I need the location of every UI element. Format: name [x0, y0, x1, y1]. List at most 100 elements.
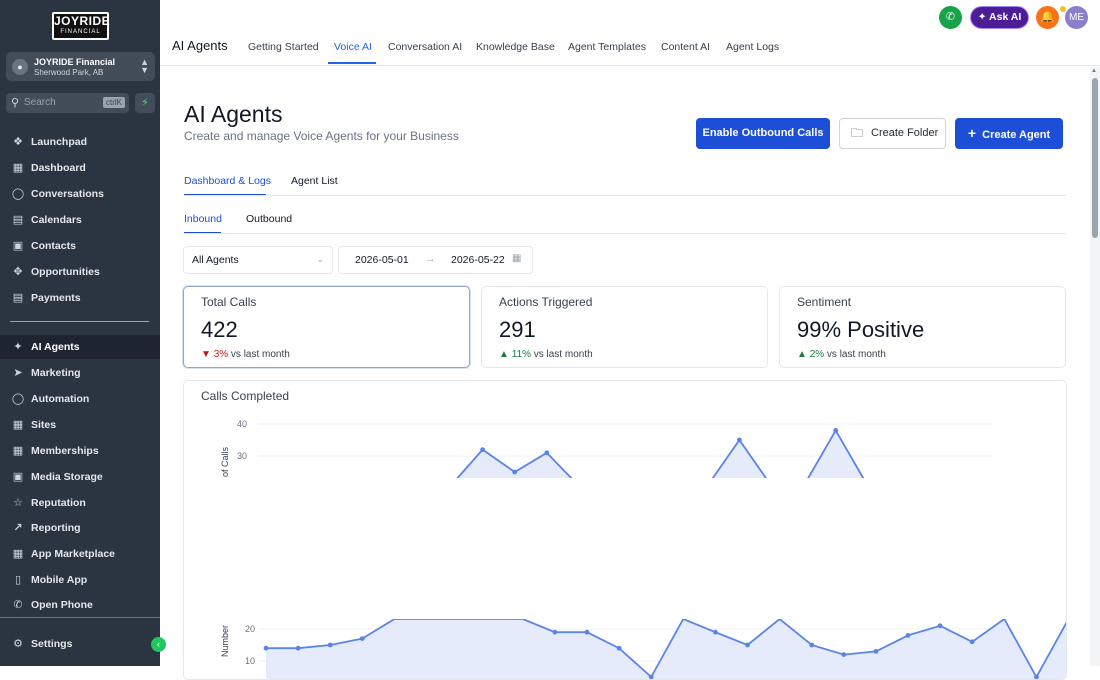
search-input[interactable]: ⚲ Search ctrlK [6, 93, 129, 113]
sidebar-item-ai-agents[interactable]: ✦ AI Agents [0, 335, 160, 359]
y-tick-label: 40 [237, 419, 247, 429]
stat-card-total-calls[interactable]: Total Calls 422 ▼ 3% vs last month [183, 286, 470, 368]
sidebar-item-label: Open Phone [31, 599, 93, 611]
sidebar-item-label: Settings [31, 638, 73, 650]
tab-knowledge-base[interactable]: Knowledge Base [476, 41, 555, 53]
account-location: Sherwood Park, AB [34, 68, 104, 77]
stat-delta-suffix: vs last month [826, 349, 886, 360]
sidebar-item-label: Automation [31, 393, 90, 405]
tab-getting-started[interactable]: Getting Started [248, 41, 319, 53]
direction-tabs-divider [184, 233, 1066, 234]
sidebar-item-opportunities[interactable]: ✥ Opportunities [0, 260, 160, 284]
tab-agent-templates[interactable]: Agent Templates [568, 41, 647, 53]
arrow-up-icon: ▲ [499, 349, 509, 360]
sidebar-item-sites[interactable]: ▦ Sites [0, 413, 160, 437]
sidebar-item-calendars[interactable]: ▤ Calendars [0, 208, 160, 232]
sidebar-divider [10, 321, 149, 322]
sparkle-icon: ✦ [13, 341, 23, 353]
sidebar-item-label: Opportunities [31, 266, 100, 278]
opportunities-icon: ✥ [13, 266, 23, 278]
sidebar: JOYRIDE FINANCIAL ● JOYRIDE Financial Sh… [0, 0, 166, 666]
scrollbar-thumb[interactable] [1092, 78, 1098, 238]
tab-inbound[interactable]: Inbound [184, 213, 222, 225]
active-tab-indicator [328, 62, 376, 64]
y-axis-label: of Calls [220, 446, 230, 477]
image-icon: ▣ [12, 471, 24, 483]
phone-icon[interactable]: ✆ [939, 6, 962, 29]
sidebar-item-label: Contacts [31, 240, 76, 252]
date-range-picker[interactable]: 2026-05-01 → 2026-05-22 ▦ [338, 246, 533, 274]
page-subtitle: Create and manage Voice Agents for your … [184, 129, 459, 143]
data-point [841, 652, 847, 657]
data-point [648, 674, 654, 679]
tab-voice-ai[interactable]: Voice AI [334, 41, 372, 53]
stat-delta: ▼ 3% vs last month [201, 349, 290, 360]
tab-content-ai[interactable]: Content AI [661, 41, 711, 53]
stat-card-actions-triggered[interactable]: Actions Triggered 291 ▲ 11% vs last mont… [481, 286, 768, 368]
sidebar-item-label: Dashboard [31, 162, 86, 174]
tab-agent-list[interactable]: Agent List [291, 175, 338, 187]
data-point [937, 623, 943, 629]
tab-outbound[interactable]: Outbound [246, 213, 293, 225]
create-agent-label: Create Agent [982, 129, 1051, 141]
folder-icon: 🗀 [851, 126, 864, 140]
tab-conversation-ai[interactable]: Conversation AI [388, 41, 463, 53]
scroll-up-icon[interactable]: ▲ [1091, 68, 1097, 74]
ask-ai-label: Ask AI [989, 11, 1022, 23]
tab-dashboard-logs[interactable]: Dashboard & Logs [184, 175, 271, 187]
sidebar-item-reporting[interactable]: ↗ Reporting [0, 516, 160, 540]
ask-ai-button[interactable]: ✦ Ask AI [970, 6, 1029, 29]
data-point [905, 633, 911, 638]
arrow-right-icon: → [425, 253, 436, 265]
sidebar-item-launchpad[interactable]: ❖ Launchpad [0, 130, 160, 154]
sidebar-item-conversations[interactable]: ◯ Conversations [0, 182, 160, 206]
sidebar-item-mobile-app[interactable]: ▯ Mobile App [0, 568, 160, 592]
enable-outbound-calls-button[interactable]: Enable Outbound Calls [696, 118, 830, 149]
send-icon: ➤ [13, 367, 23, 379]
create-folder-label: Create Folder [871, 127, 939, 139]
tab-agent-logs[interactable]: Agent Logs [726, 41, 780, 53]
create-agent-button[interactable]: + Create Agent [955, 118, 1063, 149]
sidebar-item-automation[interactable]: ◯ Automation [0, 387, 160, 411]
quick-action-bolt-icon[interactable]: ⚡ [135, 93, 155, 113]
sidebar-item-memberships[interactable]: ▦ Memberships [0, 439, 160, 463]
trend-icon: ↗ [13, 522, 23, 534]
data-point [713, 629, 718, 635]
sidebar-item-label: AI Agents [31, 341, 80, 353]
sidebar-item-reputation[interactable]: ☆ Reputation [0, 491, 160, 515]
sidebar-item-payments[interactable]: ▤ Payments [0, 286, 160, 310]
main-content: AI Agents Create and manage Voice Agents… [160, 67, 1090, 680]
avatar[interactable]: ME [1065, 6, 1088, 29]
sidebar-item-media-storage[interactable]: ▣ Media Storage [0, 465, 160, 489]
agent-select[interactable]: All Agents ⌄ [183, 246, 333, 274]
joyride-logo[interactable]: JOYRIDE FINANCIAL [52, 12, 110, 40]
phone-icon: ▯ [14, 574, 22, 586]
sidebar-item-marketing[interactable]: ➤ Marketing [0, 361, 160, 385]
data-point [969, 639, 975, 645]
bell-icon[interactable]: 🔔 [1036, 6, 1059, 29]
sidebar-item-settings[interactable]: ⚙ Settings [0, 632, 160, 656]
notification-dot [1060, 6, 1066, 12]
stat-label: Actions Triggered [499, 295, 593, 309]
account-switcher[interactable]: ● JOYRIDE Financial Sherwood Park, AB ▲ ▼ [6, 52, 155, 81]
stat-delta: ▲ 2% vs last month [797, 349, 886, 360]
stat-delta-value: 2% [809, 349, 825, 360]
sidebar-item-app-marketplace[interactable]: ▦ App Marketplace [0, 542, 160, 566]
memberships-icon: ▦ [12, 445, 24, 457]
y-tick-label: 30 [237, 451, 247, 461]
data-point [745, 642, 750, 648]
sidebar-item-label: Sites [31, 419, 57, 431]
payments-icon: ▤ [12, 292, 24, 304]
sidebar-item-contacts[interactable]: ▣ Contacts [0, 234, 160, 258]
data-point [809, 642, 815, 648]
sidebar-item-open-phone[interactable]: ✆ Open Phone [0, 593, 160, 617]
stat-value: 99% Positive [797, 317, 925, 342]
stat-delta: ▲ 11% vs last month [499, 349, 593, 360]
create-folder-button[interactable]: 🗀 Create Folder [839, 118, 946, 149]
chat-icon: ◯ [11, 188, 25, 200]
sidebar-item-dashboard[interactable]: ▦ Dashboard [0, 156, 160, 180]
sidebar-item-label: Reputation [31, 497, 86, 509]
scrollbar[interactable] [1090, 67, 1100, 666]
collapse-sidebar-icon[interactable]: ‹ [151, 637, 166, 652]
stat-card-sentiment[interactable]: Sentiment 99% Positive ▲ 2% vs last mont… [779, 286, 1066, 368]
